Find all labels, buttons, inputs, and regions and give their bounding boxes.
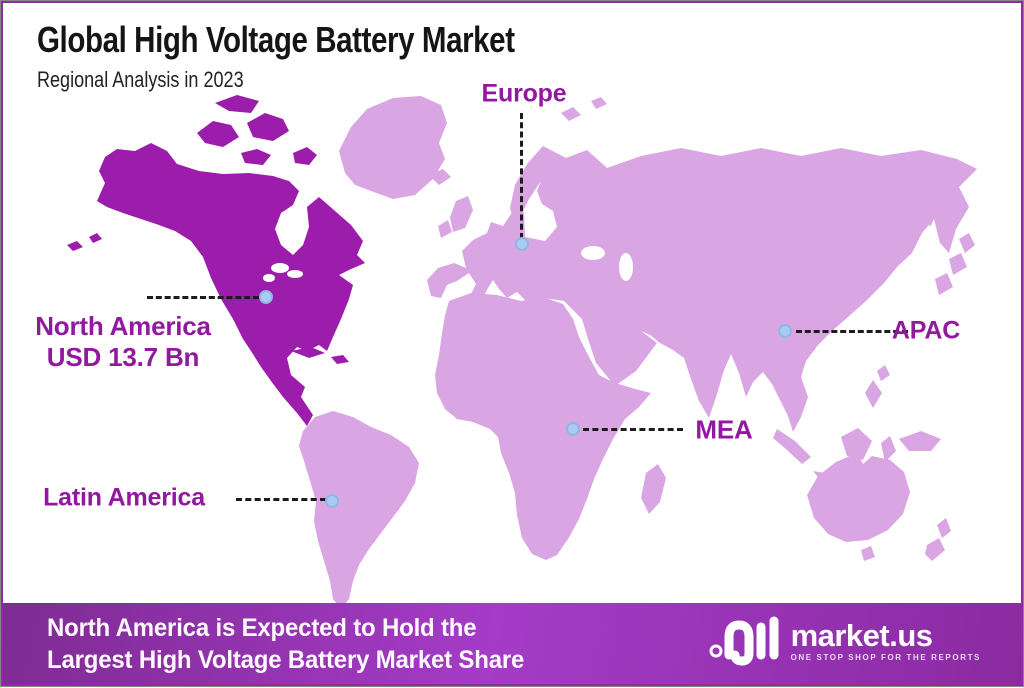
marketus-logo-text: market.us ONE STOP SHOP FOR THE REPORTS [790,617,981,662]
region-label-apac: APAC [891,316,961,345]
marketus-logo-icon [709,616,779,666]
islands-japan [935,233,975,295]
connector-apac [796,330,908,333]
connector-europe [520,113,523,239]
islands-aleutian [67,233,102,251]
inland-water [263,246,633,282]
continent-north-america [97,143,365,426]
island-ireland [438,220,452,238]
marketus-logo: market.us ONE STOP SHOP FOR THE REPORTS [709,615,981,667]
logo-name: market.us [790,617,933,653]
connector-mea [583,428,683,431]
page-subtitle: Regional Analysis in 2023 [37,67,244,92]
header: Global High Voltage Battery Market Regio… [37,19,515,93]
continent-africa [435,293,651,560]
page-title: Global High Voltage Battery Market [37,19,515,60]
footer-banner: North America is Expected to Hold the La… [3,603,1021,684]
islands-caribbean [291,347,349,364]
islands-new-zealand [925,518,951,561]
land-default [299,96,977,609]
land-highlight [67,95,365,426]
north-america-name: North America [35,311,211,341]
banner-text: North America is Expected to Hold the La… [47,612,524,676]
banner-line2: Largest High Voltage Battery Market Shar… [47,645,525,674]
region-label-mea: MEA [695,414,753,445]
island-britain [450,196,473,232]
region-label-latin-america: Latin America [43,483,205,512]
island-tasmania [861,546,875,561]
islands-canadian-arctic [197,95,317,165]
island-svalbard [561,97,607,121]
marker-mea [566,422,580,436]
connector-latin-america [236,498,326,501]
island-madagascar [641,464,666,514]
island-iceland [429,169,451,185]
region-label-north-america: North America USD 13.7 Bn [23,311,223,373]
connector-north-america [147,296,259,299]
continent-eurasia [427,146,977,432]
region-label-europe: Europe [481,79,567,108]
island-sakhalin [925,195,939,227]
marker-apac [778,324,792,338]
banner-line1: North America is Expected to Hold the [47,613,477,642]
continent-greenland [339,96,447,199]
continent-south-america [299,411,419,609]
logo-tagline: ONE STOP SHOP FOR THE REPORTS [790,652,981,662]
marker-north-america [259,290,273,304]
continent-australia [807,453,910,542]
marker-europe [515,237,529,251]
marker-latin-america [325,494,339,508]
north-america-value: USD 13.7 Bn [46,342,200,372]
